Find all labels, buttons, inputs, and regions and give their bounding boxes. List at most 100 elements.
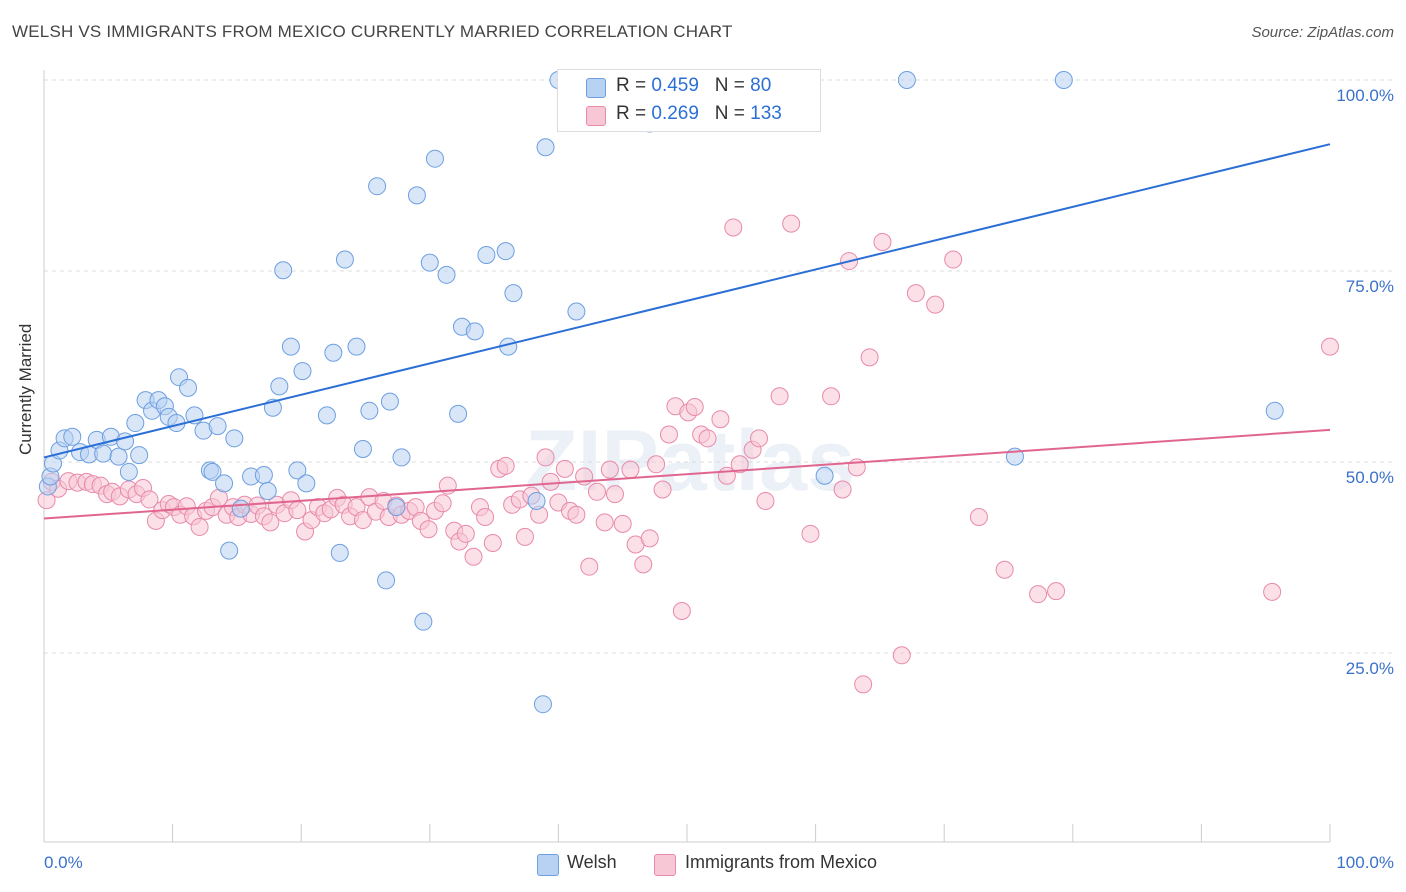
data-point: [756, 491, 775, 510]
mexico-legend-swatch: [654, 854, 676, 876]
data-point: [647, 455, 666, 474]
data-point: [407, 186, 426, 205]
data-point: [231, 499, 250, 518]
welsh-r-value: 0.459: [651, 75, 699, 96]
correlation-legend: R = 0.459 N = 80 R = 0.269 N = 133: [557, 69, 821, 132]
data-point: [126, 414, 145, 433]
data-point: [324, 343, 343, 362]
data-point: [533, 695, 552, 714]
data-point: [449, 404, 468, 423]
data-point: [659, 425, 678, 444]
data-point: [555, 459, 574, 478]
data-point: [1054, 71, 1073, 89]
mexico-n-value: 133: [750, 103, 782, 124]
watermark: ZIPatlas: [525, 413, 855, 509]
legend-mexico-label: Immigrants from Mexico: [685, 852, 878, 872]
data-point: [504, 284, 523, 303]
data-point: [270, 377, 289, 396]
data-point: [109, 447, 128, 466]
legend-row-mexico: R = 0.269 N = 133: [616, 103, 782, 125]
data-point: [605, 485, 624, 504]
data-point: [906, 284, 925, 303]
data-point: [360, 401, 379, 420]
data-point: [368, 177, 387, 196]
data-point: [94, 444, 113, 463]
data-point: [465, 322, 484, 341]
n-label: N =: [714, 75, 745, 96]
legend-welsh-label: Welsh: [567, 852, 617, 872]
data-point: [288, 461, 307, 480]
source-label: Source: ZipAtlas.com: [1251, 24, 1394, 41]
data-point: [730, 455, 749, 474]
data-point: [437, 265, 456, 284]
data-point: [580, 557, 599, 576]
mexico-swatch: [586, 106, 606, 126]
data-point: [258, 482, 277, 501]
data-point: [567, 505, 586, 524]
data-point: [634, 555, 653, 574]
data-point: [456, 524, 475, 543]
data-point: [225, 429, 244, 448]
data-point: [1321, 337, 1339, 356]
welsh-legend-swatch: [537, 854, 559, 876]
data-point: [750, 429, 769, 448]
r-label: R =: [616, 103, 647, 124]
data-point: [476, 508, 495, 527]
chart-title: WELSH VS IMMIGRANTS FROM MEXICO CURRENTL…: [12, 22, 733, 41]
data-point: [220, 541, 239, 560]
data-point: [672, 601, 691, 620]
data-point: [515, 527, 534, 546]
data-point: [208, 417, 227, 436]
data-point: [293, 362, 312, 381]
data-point: [1029, 585, 1048, 604]
data-point: [944, 250, 963, 269]
data-point: [527, 491, 546, 510]
data-point: [536, 138, 555, 157]
data-point: [860, 348, 879, 367]
data-point: [621, 460, 640, 479]
data-point: [288, 501, 307, 520]
data-point: [464, 547, 483, 566]
data-point: [873, 232, 892, 251]
trend-line: [43, 428, 1331, 520]
data-point: [419, 520, 438, 539]
data-point: [600, 460, 619, 479]
r-label: R =: [616, 75, 647, 96]
data-point: [297, 474, 316, 493]
data-point: [179, 378, 198, 397]
y-axis-label: Currently Married: [16, 323, 35, 455]
data-point: [496, 242, 515, 261]
gridlines: [44, 79, 1394, 654]
data-point: [190, 517, 209, 536]
data-point: [801, 524, 820, 543]
legend-row-welsh: R = 0.459 N = 80: [616, 75, 771, 97]
data-point: [711, 410, 730, 429]
data-point: [380, 392, 399, 411]
series-points: [37, 71, 1339, 714]
data-point: [822, 387, 841, 406]
axes: [43, 70, 1331, 843]
data-point: [119, 462, 138, 481]
series-welsh: [38, 71, 1284, 714]
data-point: [274, 261, 293, 280]
data-point: [387, 498, 406, 517]
data-point: [698, 429, 717, 448]
data-point: [496, 456, 515, 475]
n-label: N =: [714, 103, 745, 124]
data-point: [541, 472, 560, 491]
data-point: [854, 675, 873, 694]
trend-line: [43, 143, 1331, 459]
data-point: [215, 474, 234, 493]
data-point: [347, 337, 366, 356]
data-point: [317, 406, 336, 425]
data-point: [567, 302, 586, 321]
data-point: [353, 511, 372, 530]
data-point: [483, 533, 502, 552]
data-point: [392, 448, 411, 467]
welsh-swatch: [586, 78, 606, 98]
data-point: [897, 71, 916, 89]
data-point: [613, 514, 632, 533]
data-point: [782, 214, 801, 233]
y-tick-label: 75.0%: [1345, 277, 1394, 296]
data-point: [587, 482, 606, 501]
